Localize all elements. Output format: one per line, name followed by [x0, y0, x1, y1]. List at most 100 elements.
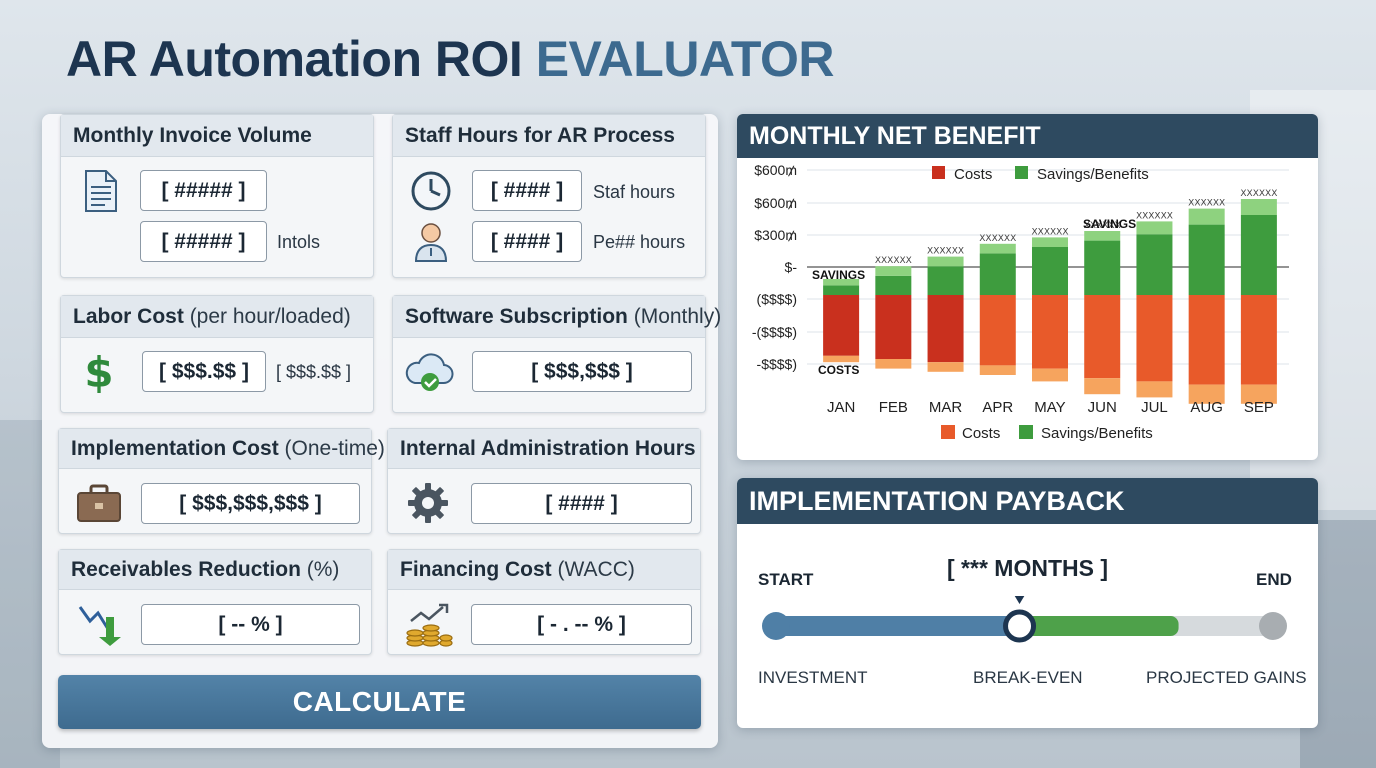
- annotation-costs: COSTS: [818, 363, 859, 377]
- bar-costs: [979, 295, 1016, 366]
- y-tick-label: $300₥: [754, 227, 797, 243]
- card-title: Monthly Invoice Volume: [61, 115, 373, 157]
- timeline-start-marker: [762, 612, 790, 640]
- bar-costs: [1136, 295, 1173, 382]
- receivables-reduction-input[interactable]: [ -- % ]: [141, 604, 360, 645]
- bar-savings: [1136, 234, 1173, 295]
- legend-swatch-costs: [932, 166, 945, 179]
- bar-savings: [1032, 247, 1068, 295]
- bar-costs-shade: [979, 365, 1016, 375]
- card-admin-hours: Internal Administration Hours [ #### ]: [387, 428, 701, 534]
- down-arrow-icon: [75, 600, 123, 648]
- card-staff-hours: Staff Hours for AR Process [ #### ] Staf…: [392, 114, 706, 278]
- card-receivables-reduction: Receivables Reduction (%) [ -- % ]: [58, 549, 372, 655]
- y-tick-label: -$$$$): [757, 356, 797, 372]
- financing-cost-input[interactable]: [ - . -- % ]: [471, 604, 692, 645]
- x-tick-label: JUL: [1141, 399, 1168, 416]
- card-software-subscription: Software Subscription (Monthly) [ $$$,$$…: [392, 295, 721, 413]
- document-icon: [81, 167, 121, 215]
- bar-costs: [823, 295, 860, 356]
- bar-costs: [875, 295, 912, 359]
- bar-costs: [1084, 295, 1121, 379]
- bar-value-label: XXXXXX: [1240, 189, 1277, 199]
- legend-swatch-savings-bottom: [1019, 425, 1033, 439]
- bar-savings-shade: [927, 256, 964, 267]
- implementation-cost-input[interactable]: [ $$$,$$$,$$$ ]: [141, 483, 360, 524]
- bar-value-label: XXXXXX: [979, 234, 1016, 244]
- timeline-label-investment: INVESTMENT: [758, 668, 868, 687]
- bar-costs-shade: [1188, 384, 1225, 404]
- x-tick-label: JUN: [1088, 399, 1117, 416]
- bar-costs-shade: [823, 355, 860, 363]
- bar-value-label: XXXXXX: [1084, 221, 1121, 231]
- payback-months-value: [ *** MONTHS ]: [947, 555, 1108, 581]
- bar-savings: [823, 285, 860, 295]
- bar-value-label: XXXXXX: [1136, 211, 1173, 221]
- bar-costs-shade: [1084, 378, 1121, 395]
- legend-label-savings-bottom: Savings/Benefits: [1041, 425, 1153, 442]
- bar-costs-shade: [875, 359, 912, 369]
- staff-hours-unit-label: Staf hours: [593, 182, 676, 202]
- chart-panel-title: MONTHLY NET BENEFIT: [737, 114, 1318, 158]
- cloud-check-icon: [403, 348, 455, 394]
- software-subscription-input[interactable]: [ $$$,$$$ ]: [472, 351, 692, 392]
- annotation-savings-mid: SAVINGS: [1083, 217, 1136, 231]
- bar-savings-shade: [875, 266, 912, 276]
- bar-savings-shade: [1032, 237, 1068, 247]
- card-title: Financing Cost (WACC): [388, 550, 700, 590]
- break-even-pointer-icon: [1014, 596, 1025, 604]
- admin-hours-input[interactable]: [ #### ]: [471, 483, 692, 524]
- labor-cost-input[interactable]: [ $$$.$$ ]: [142, 351, 266, 392]
- bar-costs-shade: [927, 362, 964, 372]
- page-title-accent: EVALUATOR: [535, 31, 835, 87]
- legend-label-costs-bottom: Costs: [962, 425, 1000, 442]
- staff-hours-input-2[interactable]: [ #### ]: [472, 221, 582, 262]
- calculate-button[interactable]: CALCULATE: [58, 675, 701, 729]
- bar-savings: [927, 266, 964, 295]
- y-tick-label: $600₥: [754, 195, 797, 211]
- bar-value-label: XXXXXX: [927, 247, 964, 257]
- bar-costs: [1188, 295, 1225, 385]
- bar-savings-shade: [1136, 221, 1173, 235]
- x-tick-label: MAY: [1034, 399, 1065, 416]
- monthly-net-benefit-panel: MONTHLY NET BENEFIT $600₥ $600₥ $300₥ $- ($$…: [737, 114, 1318, 460]
- card-financing-cost: Financing Cost (WACC) [ - . -- % ]: [387, 549, 701, 655]
- dollar-icon: $: [84, 347, 114, 397]
- timeline-end-marker: [1259, 612, 1287, 640]
- legend-label-costs: Costs: [954, 166, 992, 183]
- x-tick-label: APR: [982, 399, 1013, 416]
- break-even-marker: [1003, 609, 1037, 643]
- card-title: Software Subscription (Monthly): [393, 296, 721, 338]
- timeline-label-break-even: BREAK-EVEN: [973, 668, 1083, 687]
- bar-savings-shade: [979, 243, 1016, 254]
- staff-hours-unit-label-2: Pe## hours: [593, 232, 686, 252]
- gear-icon: [406, 481, 450, 525]
- bar-savings-shade: [823, 279, 860, 286]
- timeline-investment-segment: [776, 616, 1020, 636]
- y-tick-label: $-: [785, 259, 798, 275]
- staff-hours-input[interactable]: [ #### ]: [472, 170, 582, 211]
- clock-icon: [409, 169, 453, 213]
- payback-end-label: END: [1256, 570, 1292, 589]
- bar-savings-shade: [1188, 208, 1225, 225]
- implementation-payback-panel: IMPLEMENTATION PAYBACK [ *** MONTHS ] ST…: [737, 478, 1318, 728]
- x-tick-label: AUG: [1190, 399, 1223, 416]
- net-benefit-chart: $600₥ $600₥ $300₥ $- ($$$$) -($$$$) -$$$$) Cost…: [752, 162, 1289, 442]
- bar-costs-shade: [1136, 381, 1173, 398]
- legend-label-savings: Savings/Benefits: [1037, 166, 1149, 183]
- card-implementation-cost: Implementation Cost (One-time) [ $$$,$$$…: [58, 428, 385, 534]
- payback-timeline: [762, 596, 1287, 643]
- x-tick-label: SEP: [1244, 399, 1274, 416]
- x-tick-label: MAR: [929, 399, 963, 416]
- card-title: Labor Cost (per hour/loaded): [61, 296, 373, 338]
- bar-savings-shade: [1240, 199, 1277, 215]
- bar-savings: [1188, 224, 1225, 295]
- invoice-volume-input-2[interactable]: [ ##### ]: [140, 221, 267, 262]
- bar-costs: [1032, 295, 1068, 369]
- invoice-volume-unit-label: Intols: [277, 232, 321, 252]
- y-tick-label: -($$$$): [752, 324, 797, 340]
- bar-savings: [979, 253, 1016, 295]
- x-tick-label: FEB: [879, 399, 908, 416]
- invoice-volume-input[interactable]: [ ##### ]: [140, 170, 267, 211]
- card-labor-cost: Labor Cost (per hour/loaded) $ [ $$$.$$ …: [60, 295, 374, 413]
